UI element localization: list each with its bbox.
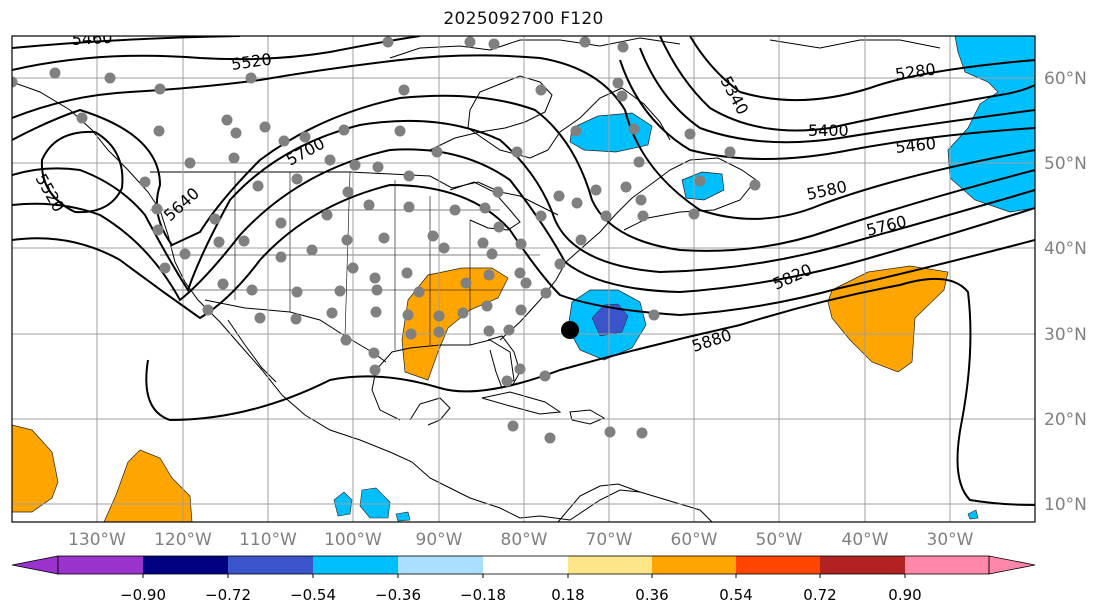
lon-label: 120°W <box>154 530 212 545</box>
lat-label: 10°N <box>1044 495 1087 515</box>
contour-label: 5460 <box>894 134 936 157</box>
negative-anomaly-eastpacific-c <box>395 511 411 522</box>
lon-label: 80°W <box>501 530 548 545</box>
graticule <box>12 36 1035 522</box>
contour-label: 5520 <box>230 49 273 73</box>
contour-5580 <box>12 54 1035 220</box>
colorbar-tick-label: 0.54 <box>719 586 752 604</box>
colorbar-tick-label: −0.18 <box>460 586 506 604</box>
colorbar: −0.90 −0.72 −0.54 −0.36 −0.18 0.18 0.36 … <box>11 555 1036 604</box>
contour-5520-low <box>40 130 124 214</box>
coastline-baja <box>227 319 277 383</box>
colorbar-bin <box>568 556 652 574</box>
contour-5460 <box>619 59 1035 160</box>
colorbar-bin <box>905 556 989 574</box>
contour-label: 5460 <box>71 28 113 49</box>
contour-5880 <box>145 277 1035 506</box>
negative-anomaly-newfoundland <box>681 171 725 201</box>
colorbar-bin <box>313 556 398 574</box>
negative-anomaly-tropical-atlantic <box>967 509 979 520</box>
coastline-hudson-bay <box>429 75 553 159</box>
colorbar-bin <box>820 556 905 574</box>
coastline-yucatan <box>409 397 451 426</box>
contour-5640 <box>12 94 1035 252</box>
colorbar-tick-label: 0.72 <box>803 586 836 604</box>
colorbar-bin <box>483 556 568 574</box>
lat-label: 40°N <box>1044 239 1087 259</box>
observation-dots <box>12 36 761 444</box>
border-us-mexico <box>204 299 387 363</box>
colorbar-min-extension <box>11 555 59 575</box>
anomaly-fills <box>12 36 1035 522</box>
map-title: 2025092700 F120 <box>443 9 604 29</box>
coastline-west-north-america <box>12 81 641 521</box>
positive-anomaly-southeast-us <box>401 267 509 381</box>
negative-anomaly-eastpacific-b <box>359 487 391 519</box>
coastline-arctic-islands <box>389 37 681 59</box>
colorbar-tick-label: −0.54 <box>290 586 336 604</box>
colorbar-bin <box>398 556 483 574</box>
lat-label: 30°N <box>1044 325 1087 345</box>
colorbar-tick-label: 0.18 <box>551 586 584 604</box>
greenland-coast <box>769 39 941 49</box>
colorbar-tick-label: −0.36 <box>375 586 421 604</box>
contour-label: 5280 <box>894 59 937 83</box>
negative-anomaly-northeast-atlantic <box>947 36 1035 213</box>
contour-5460-northwest <box>12 36 241 49</box>
height-anomaly-map: 5460 5520 5340 5280 5400 5460 5700 5520 … <box>11 28 1087 545</box>
positive-anomaly-pacific-left <box>12 424 59 513</box>
contour-5700 <box>12 119 1035 293</box>
lon-label: 70°W <box>586 530 633 545</box>
contour-label: 5880 <box>689 325 734 356</box>
contour-5280 <box>689 36 1035 102</box>
coastline-east-coast <box>499 157 757 341</box>
contour-label: 5520 <box>32 171 69 216</box>
contour-5400 <box>639 47 1035 144</box>
lon-label: 60°W <box>671 530 718 545</box>
map-frame <box>11 35 1036 523</box>
coastline-cuba <box>481 391 562 415</box>
colorbar-max-extension <box>988 555 1036 575</box>
coastline-south-america <box>557 483 713 522</box>
colorbar-bin <box>58 556 143 574</box>
colorbar-bin <box>736 556 820 574</box>
coastline-florida <box>487 335 521 387</box>
positive-anomaly-pacific-mid <box>103 449 193 522</box>
coastline-gulf-of-mexico <box>371 339 515 421</box>
colorbar-tick-label: 0.36 <box>635 586 668 604</box>
negative-anomaly-lowcenter-core <box>591 303 629 337</box>
lon-label: 130°W <box>68 530 126 545</box>
contour-label: 5820 <box>770 260 815 294</box>
lon-label: 50°W <box>756 530 803 545</box>
colorbar-tick-label: −0.72 <box>205 586 251 604</box>
colorbar-tick-label: 0.90 <box>888 586 921 604</box>
contour-5340 <box>659 36 1035 132</box>
contour-label: 5640 <box>160 184 203 225</box>
contour-label: 5400 <box>808 121 849 140</box>
coastline-hispaniola <box>569 409 606 425</box>
lon-label: 100°W <box>324 530 382 545</box>
great-lakes <box>449 181 521 231</box>
contour-5520-north <box>12 36 421 71</box>
positive-anomaly-atlantic <box>827 265 949 373</box>
lon-label: 90°W <box>416 530 463 545</box>
low-center-marker <box>561 321 579 339</box>
lon-label: 30°W <box>927 530 974 545</box>
colorbar-bin <box>652 556 736 574</box>
lat-label: 20°N <box>1044 410 1087 430</box>
contour-label: 5580 <box>805 177 849 204</box>
lon-label: 110°W <box>239 530 297 545</box>
lon-label: 40°W <box>842 530 889 545</box>
contour-label: 5340 <box>716 73 752 118</box>
lat-label: 60°N <box>1044 69 1087 89</box>
colorbar-tick-label: −0.90 <box>120 586 166 604</box>
lat-label: 50°N <box>1044 154 1087 174</box>
colorbar-bin <box>143 556 228 574</box>
colorbar-bin <box>228 556 313 574</box>
